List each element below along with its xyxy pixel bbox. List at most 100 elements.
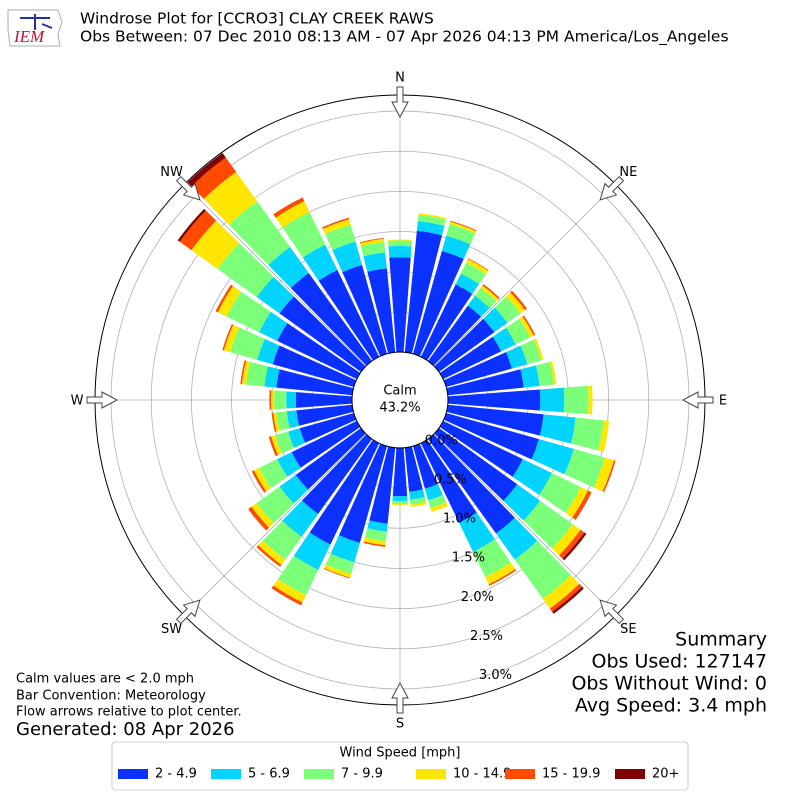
y-tick-label: 3.0% — [479, 668, 512, 683]
wind-bar — [443, 412, 539, 460]
y-tick-label: 2.0% — [461, 590, 494, 605]
wind-bar — [459, 512, 495, 552]
wind-bar — [322, 217, 350, 229]
wind-bar — [420, 284, 473, 361]
wind-bar — [324, 564, 352, 578]
wind-bar — [277, 323, 361, 380]
wind-bar — [325, 224, 356, 251]
wind-bar — [367, 268, 396, 354]
note: Bar Convention: Meteorology — [16, 689, 206, 704]
logo-mark — [20, 14, 53, 30]
wind-bar — [323, 568, 351, 579]
wind-bar — [276, 369, 354, 396]
wind-bar — [369, 446, 396, 524]
wind-bar — [539, 414, 576, 444]
wind-bar — [364, 528, 387, 542]
x-tick-label: W — [71, 394, 84, 409]
wind-bar — [338, 443, 388, 543]
wind-bar — [318, 269, 380, 361]
grid-spoke — [433, 184, 616, 367]
wind-bar — [409, 497, 426, 505]
wind-bar — [191, 220, 240, 269]
wind-bar — [539, 473, 581, 514]
wind-bar — [404, 446, 423, 492]
wind-bar — [268, 246, 309, 289]
wind-bar — [416, 221, 445, 236]
generated: Generated: 08 Apr 2026 — [16, 719, 235, 740]
logo-outline — [7, 9, 63, 47]
x-tick-label: SE — [620, 622, 636, 637]
wind-bar — [514, 540, 571, 599]
wind-bar — [258, 540, 286, 565]
calm-circle — [351, 351, 449, 449]
wind-bar — [245, 361, 268, 387]
y-tick-label: 1.0% — [443, 512, 476, 527]
wind-bar — [274, 431, 295, 454]
y-tick-label: 1.5% — [452, 551, 485, 566]
grid-spoke — [184, 184, 367, 367]
wind-bar — [279, 296, 366, 372]
legend-swatch — [505, 769, 535, 779]
wind-bar — [488, 569, 517, 586]
wind-bar — [251, 470, 267, 493]
wind-bar — [296, 404, 354, 426]
wind-bar — [325, 553, 355, 574]
wind-bar — [273, 412, 280, 432]
wind-bar — [253, 467, 271, 492]
wind-bar — [222, 324, 234, 351]
wind-bar — [302, 244, 338, 281]
legend-swatch — [615, 769, 645, 779]
legend-swatch — [118, 769, 148, 779]
y-tick-label: 0.0% — [425, 433, 458, 448]
wind-bar — [270, 390, 275, 410]
summary-line: Summary — [675, 629, 767, 651]
wind-bar — [404, 230, 443, 354]
wind-bar — [420, 439, 477, 523]
wind-bar — [309, 439, 380, 545]
summary-line: Avg Speed: 3.4 mph — [575, 695, 767, 717]
wind-bar — [466, 259, 489, 275]
wind-bar — [241, 360, 250, 385]
wind-bar — [388, 245, 412, 258]
wind-bar — [460, 262, 486, 285]
wind-bar — [203, 171, 258, 225]
wind-bar — [441, 235, 471, 259]
wind-bar — [392, 495, 408, 502]
wind-bar — [279, 474, 309, 504]
wind-bar — [572, 490, 592, 520]
legend-box — [111, 741, 689, 791]
wind-bar — [505, 345, 528, 369]
wind-bar — [187, 152, 226, 187]
summary-line: Obs Without Wind: 0 — [571, 673, 767, 695]
wind-bar — [179, 210, 217, 251]
wind-bar — [439, 420, 523, 477]
wind-bar — [562, 532, 587, 561]
chart-title: Windrose Plot for [CCRO3] CLAY CREEK RAW… — [80, 10, 434, 28]
wind-bar — [536, 361, 555, 387]
y-tick-label: 0.5% — [434, 472, 467, 487]
wind-bar — [467, 258, 489, 271]
logo-text: IEM — [13, 27, 45, 46]
wind-bar — [282, 212, 326, 258]
wind-bar — [217, 243, 274, 298]
wind-bar — [428, 434, 515, 534]
wind-bar — [480, 285, 499, 302]
wind-bar — [503, 484, 541, 521]
wind-bar — [552, 524, 581, 556]
wind-bar — [542, 575, 580, 609]
wind-bar — [519, 316, 534, 338]
wind-bar — [367, 520, 388, 532]
wind-bar — [223, 324, 240, 353]
wind-bar — [455, 273, 480, 295]
legend-label: 10 - 14.9 — [453, 767, 511, 782]
wind-bar — [523, 500, 573, 549]
wind-bar — [410, 501, 427, 507]
wind-bar — [598, 420, 610, 452]
wind-bar — [276, 411, 290, 431]
wind-bar — [177, 208, 206, 242]
wind-bar — [392, 503, 408, 506]
wind-bar — [277, 452, 301, 477]
wind-bar — [332, 241, 363, 273]
note: Flow arrows relative to plot center. — [16, 705, 242, 720]
legend-label: 7 - 9.9 — [341, 767, 383, 782]
